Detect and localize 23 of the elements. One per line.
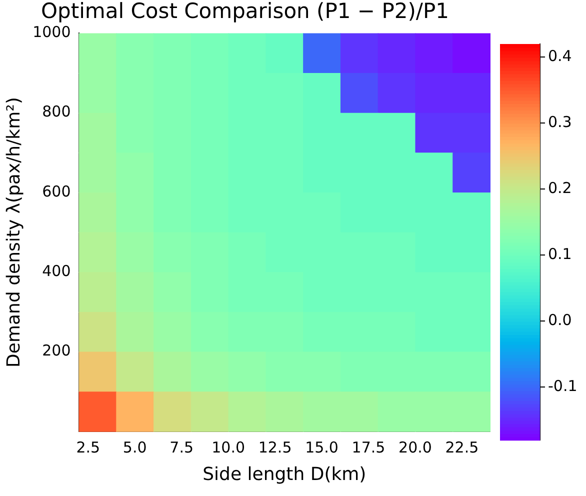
color-bar-label: 0.1 xyxy=(548,245,572,264)
y-tick-label: 400 xyxy=(42,262,71,280)
color-bar-label: 0.0 xyxy=(548,311,572,330)
color-bar-label: -0.1 xyxy=(548,377,578,396)
color-bar-label: 0.2 xyxy=(548,179,572,198)
x-tick-label: 10.0 xyxy=(212,438,246,456)
y-axis-title: Demand density λ(pax/h/km²) xyxy=(3,97,24,368)
y-tick-label: 1000 xyxy=(32,23,71,42)
x-tick-label: 7.5 xyxy=(170,438,194,456)
x-tick-label: 22.5 xyxy=(445,438,479,456)
x-axis-title: Side length D(km) xyxy=(202,464,366,485)
color-bar-label: 0.3 xyxy=(548,113,572,132)
x-tick-label: 5.0 xyxy=(122,438,147,456)
x-tick-label: 12.5 xyxy=(258,438,292,456)
x-tick-label: 20.0 xyxy=(398,438,432,456)
x-tick-label: 15.0 xyxy=(305,438,338,456)
chart-title: Optimal Cost Comparison (P1 − P2)/P1 xyxy=(40,0,450,24)
y-tick-label: 600 xyxy=(42,182,71,200)
x-tick-label: 2.5 xyxy=(76,438,100,456)
y-tick-label: 800 xyxy=(42,102,71,121)
x-tick-label: 17.5 xyxy=(352,438,386,456)
color-bar-label: 0.4 xyxy=(548,47,572,66)
y-tick-label: 200 xyxy=(42,342,71,360)
